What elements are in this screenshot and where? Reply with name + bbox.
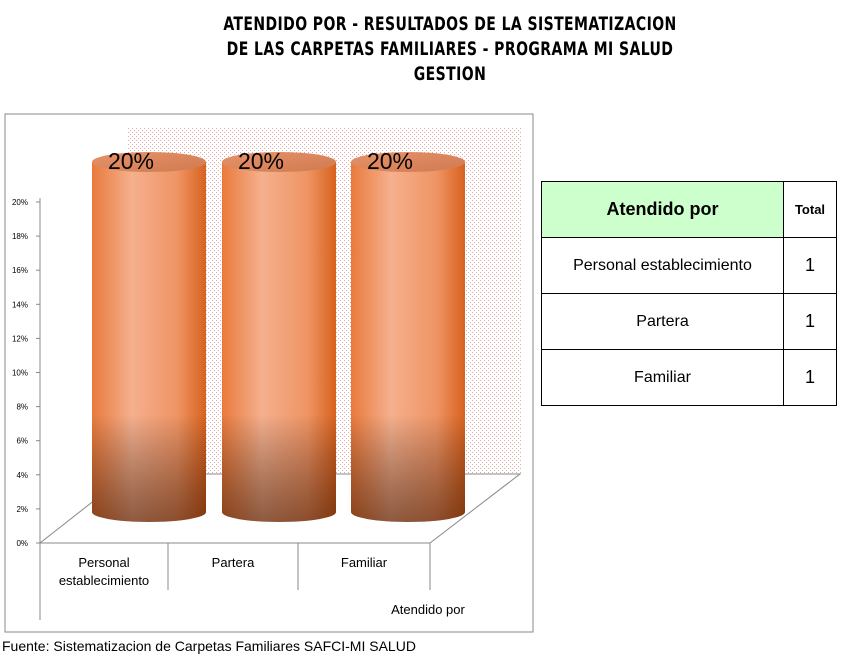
y-tick-label: 8% <box>16 403 28 412</box>
bar-top-cap <box>222 152 336 172</box>
title-line-3: GESTION <box>413 63 487 85</box>
y-tick-label: 0% <box>16 539 28 548</box>
table-row: Personal establecimiento 1 <box>541 237 837 294</box>
y-tick-label: 6% <box>16 437 28 446</box>
bar-top-cap <box>351 152 465 172</box>
table-cell-total: 1 <box>783 349 837 406</box>
table-cell-total: 1 <box>783 237 837 294</box>
y-tick-label: 20% <box>12 198 28 207</box>
table-header-row: Atendido por Total <box>541 181 837 238</box>
bar-shade <box>92 162 206 522</box>
chart-title: ATENDIDO POR - RESULTADOS DE LA SISTEMAT… <box>204 12 696 87</box>
table-row: Familiar 1 <box>541 349 837 406</box>
table-header-category: Atendido por <box>541 181 784 238</box>
y-tick-label: 10% <box>12 369 28 378</box>
bar-shade <box>222 162 336 522</box>
data-label: 20% <box>108 148 154 174</box>
source-note: Fuente: Sistematizacion de Carpetas Fami… <box>2 638 416 654</box>
y-tick-label: 4% <box>16 471 28 480</box>
y-tick-label: 12% <box>12 334 28 343</box>
bar-top-cap <box>92 152 206 172</box>
data-table: Atendido por Total Personal establecimie… <box>541 181 837 406</box>
y-tick-label: 14% <box>12 300 28 309</box>
table-header-total: Total <box>783 181 837 238</box>
bar: 20% <box>92 148 206 522</box>
x-tick-label: Familiar <box>341 555 388 570</box>
y-tick-label: 2% <box>16 505 28 514</box>
x-axis-label: Atendido por <box>391 602 465 617</box>
table-row: Partera 1 <box>541 293 837 350</box>
title-line-1: ATENDIDO POR - RESULTADOS DE LA SISTEMAT… <box>223 13 677 35</box>
x-tick-label: Partera <box>212 555 255 570</box>
bar: 20% <box>222 148 336 522</box>
bar: 20% <box>351 148 465 522</box>
y-tick-label: 18% <box>12 232 28 241</box>
y-tick-label: 16% <box>12 266 28 275</box>
table-cell-label: Personal establecimiento <box>541 237 784 294</box>
table-cell-label: Familiar <box>541 349 784 406</box>
table-cell-total: 1 <box>783 293 837 350</box>
table-cell-label: Partera <box>541 293 784 350</box>
bar-shade <box>351 162 465 522</box>
x-tick-label: Personal establecimiento <box>59 555 149 588</box>
title-line-2: DE LAS CARPETAS FAMILIARES - PROGRAMA MI… <box>226 38 674 60</box>
data-label: 20% <box>238 148 284 174</box>
data-label: 20% <box>367 148 413 174</box>
